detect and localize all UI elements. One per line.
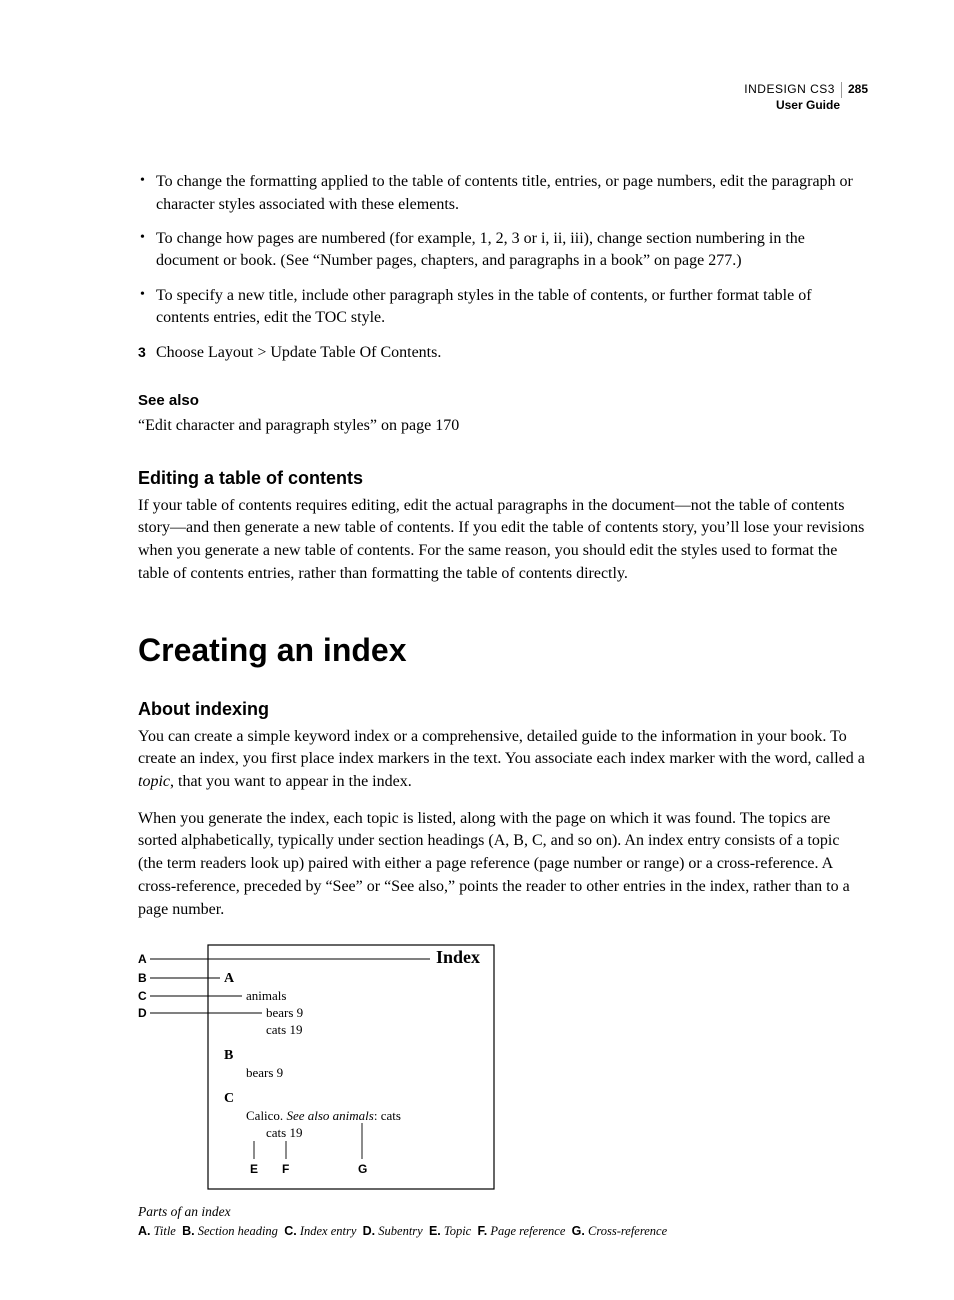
topic-heading-editing-toc: Editing a table of contents xyxy=(138,468,868,489)
bullet-list: To change the formatting applied to the … xyxy=(138,171,868,329)
legend-value: Page reference xyxy=(490,1224,565,1238)
topic-body: If your table of contents requires editi… xyxy=(138,495,868,586)
diagram-entry: cats 19 xyxy=(266,1022,302,1037)
callout-b: B xyxy=(138,971,147,985)
text-run: You can create a simple keyword index or… xyxy=(138,728,865,768)
diagram-svg: Index A animals bears 9 cats 19 B bears … xyxy=(138,937,498,1197)
index-diagram: Index A animals bears 9 cats 19 B bears … xyxy=(138,937,498,1197)
diagram-entry: cats 19 xyxy=(266,1125,302,1140)
legend-key: D. xyxy=(363,1224,376,1238)
legend-value: Subentry xyxy=(378,1224,422,1238)
see-also-heading: See also xyxy=(138,392,868,409)
running-header-line-1: INDESIGN CS3 285 xyxy=(138,82,868,98)
diagram-entry: bears 9 xyxy=(266,1005,303,1020)
see-also-link-text: “Edit character and paragraph styles” on… xyxy=(138,415,868,438)
legend-key: A. xyxy=(138,1224,151,1238)
running-header-subtitle: User Guide xyxy=(138,98,868,114)
bullet-item: To specify a new title, include other pa… xyxy=(138,285,868,330)
legend-value: Index entry xyxy=(300,1224,357,1238)
legend-value: Section heading xyxy=(198,1224,278,1238)
callout-f: F xyxy=(282,1162,289,1176)
bullet-item: To change how pages are numbered (for ex… xyxy=(138,228,868,273)
legend-value: Cross-reference xyxy=(588,1224,667,1238)
legend-value: Title xyxy=(154,1224,176,1238)
step-number: 3 xyxy=(138,343,146,363)
legend-key: E. xyxy=(429,1224,441,1238)
callout-g: G xyxy=(358,1162,367,1176)
diagram-entry: bears 9 xyxy=(246,1065,283,1080)
legend-key: B. xyxy=(182,1224,195,1238)
callout-a: A xyxy=(138,952,147,966)
legend-key: C. xyxy=(284,1224,297,1238)
text-run: , that you want to appear in the index. xyxy=(170,773,412,790)
figure-caption: Parts of an index xyxy=(138,1203,868,1221)
legend-key: G. xyxy=(572,1224,585,1238)
topic-body: When you generate the index, each topic … xyxy=(138,808,868,922)
diagram-title: Index xyxy=(436,947,480,967)
figure-legend: A. Title B. Section heading C. Index ent… xyxy=(138,1223,868,1240)
diagram-section-c: C xyxy=(224,1091,234,1106)
diagram-section-a: A xyxy=(224,971,235,986)
product-name: INDESIGN CS3 xyxy=(744,82,835,98)
running-header: INDESIGN CS3 285 User Guide xyxy=(138,82,868,113)
topic-body: You can create a simple keyword index or… xyxy=(138,726,868,794)
callout-e: E xyxy=(250,1162,258,1176)
diagram-section-b: B xyxy=(224,1048,233,1063)
page-number: 285 xyxy=(841,82,868,98)
diagram-entry: Calico. See also animals: cats xyxy=(246,1108,401,1123)
step-text: Choose Layout > Update Table Of Contents… xyxy=(156,344,441,361)
italic-term: topic xyxy=(138,773,170,790)
callout-d: D xyxy=(138,1006,147,1020)
legend-value: Topic xyxy=(444,1224,471,1238)
topic-heading-about-indexing: About indexing xyxy=(138,699,868,720)
numbered-step: 3 Choose Layout > Update Table Of Conten… xyxy=(138,342,868,364)
bullet-item: To change the formatting applied to the … xyxy=(138,171,868,216)
diagram-entry: animals xyxy=(246,988,286,1003)
callout-c: C xyxy=(138,989,147,1003)
chapter-heading: Creating an index xyxy=(138,632,868,669)
document-page: INDESIGN CS3 285 User Guide To change th… xyxy=(0,0,954,1300)
legend-key: F. xyxy=(477,1224,487,1238)
